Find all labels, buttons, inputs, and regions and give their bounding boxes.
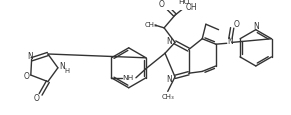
Text: O: O <box>34 94 40 103</box>
Text: N: N <box>253 21 259 30</box>
Text: CH₃: CH₃ <box>145 22 158 28</box>
Text: N: N <box>167 75 173 83</box>
Text: N: N <box>60 62 65 71</box>
Text: OH: OH <box>186 3 197 12</box>
Text: N: N <box>27 52 33 61</box>
Text: NH: NH <box>122 74 133 80</box>
Text: O: O <box>234 20 240 29</box>
Text: O: O <box>158 0 164 9</box>
Text: HO: HO <box>179 0 190 5</box>
Text: N: N <box>228 37 233 46</box>
Text: O: O <box>23 71 29 80</box>
Text: N: N <box>167 37 173 46</box>
Text: H: H <box>65 67 70 73</box>
Text: CH₃: CH₃ <box>162 93 174 99</box>
